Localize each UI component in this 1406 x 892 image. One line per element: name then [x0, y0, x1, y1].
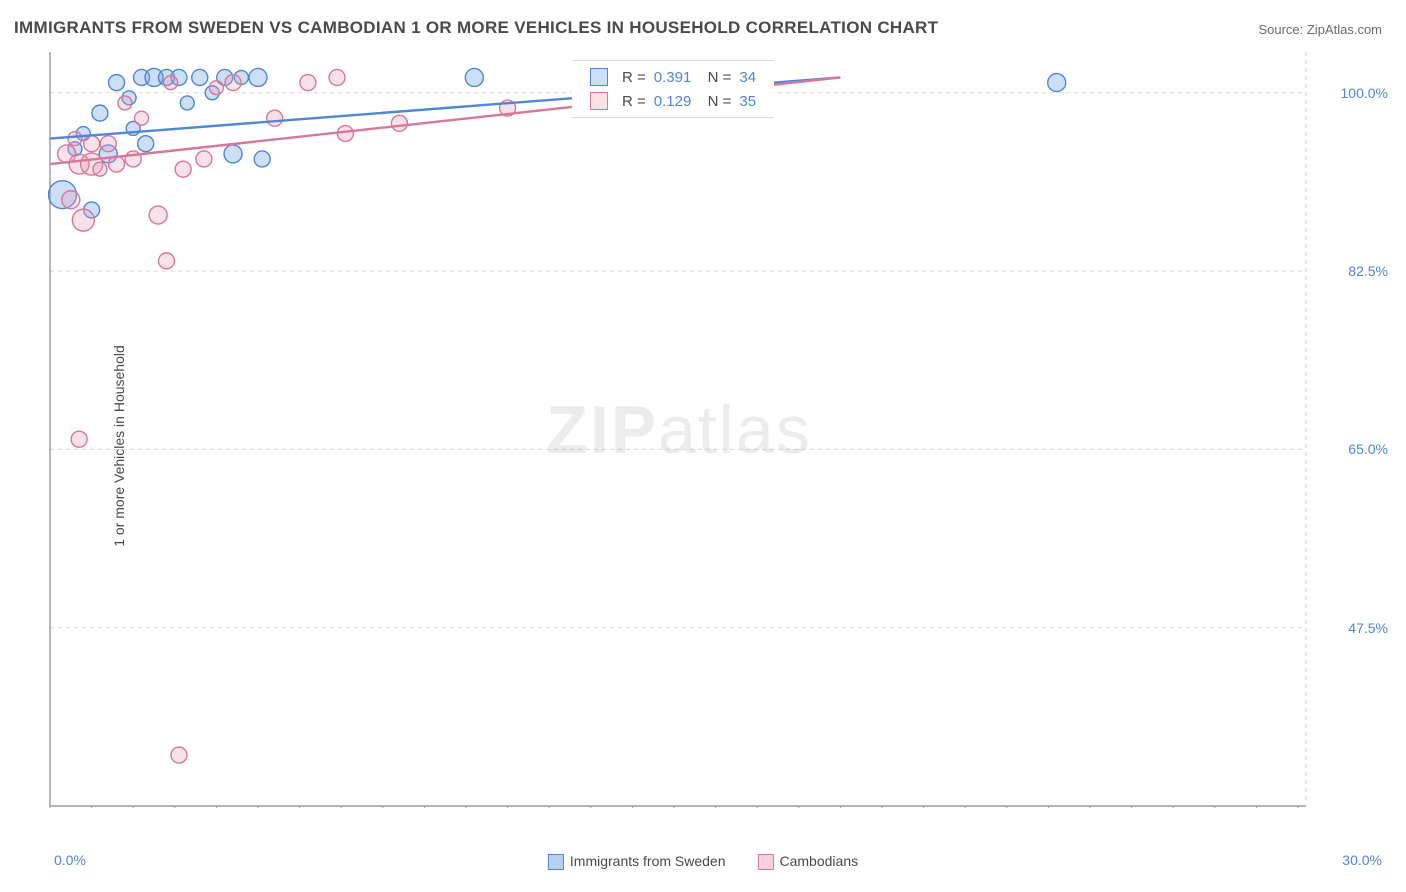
- data-point: [68, 132, 82, 146]
- data-point: [249, 68, 267, 86]
- legend-swatch: [548, 854, 564, 870]
- stats-swatch: [590, 68, 608, 86]
- data-point: [135, 111, 149, 125]
- data-point: [84, 136, 100, 152]
- legend-item: Cambodians: [758, 853, 859, 870]
- data-point: [225, 75, 241, 91]
- data-point: [109, 75, 125, 91]
- x-tick-max: 30.0%: [1342, 852, 1382, 868]
- chart-title: IMMIGRANTS FROM SWEDEN VS CAMBODIAN 1 OR…: [14, 18, 938, 38]
- legend-bottom: Immigrants from Sweden Cambodians: [548, 853, 858, 870]
- data-point: [192, 69, 208, 85]
- y-tick-label: 82.5%: [1348, 263, 1388, 279]
- y-tick-label: 65.0%: [1348, 441, 1388, 457]
- data-point: [1048, 74, 1066, 92]
- data-point: [171, 747, 187, 763]
- data-point: [465, 68, 483, 86]
- data-point: [118, 96, 132, 110]
- data-point: [93, 162, 107, 176]
- data-point: [164, 76, 178, 90]
- stats-swatch: [590, 92, 608, 110]
- data-point: [300, 75, 316, 91]
- data-point: [71, 431, 87, 447]
- data-point: [329, 69, 345, 85]
- data-point: [138, 136, 154, 152]
- data-point: [180, 96, 194, 110]
- stats-row: R = 0.391 N = 34: [572, 65, 774, 89]
- data-point: [100, 136, 116, 152]
- legend-swatch: [758, 854, 774, 870]
- data-point: [224, 145, 242, 163]
- data-point: [175, 161, 191, 177]
- x-tick-min: 0.0%: [54, 852, 86, 868]
- data-point: [209, 81, 223, 95]
- data-point: [196, 151, 212, 167]
- data-point: [92, 105, 108, 121]
- y-tick-label: 100.0%: [1341, 85, 1388, 101]
- data-point: [158, 253, 174, 269]
- plot-svg: [48, 52, 1310, 808]
- legend-item: Immigrants from Sweden: [548, 853, 726, 870]
- data-point: [267, 110, 283, 126]
- y-tick-label: 47.5%: [1348, 620, 1388, 636]
- stats-box: R = 0.391 N = 34 R = 0.129 N = 35: [572, 60, 774, 118]
- data-point: [72, 209, 94, 231]
- data-point: [391, 115, 407, 131]
- scatter-plot: ZIPatlas: [48, 52, 1310, 808]
- data-point: [254, 151, 270, 167]
- stats-row: R = 0.129 N = 35: [572, 89, 774, 113]
- data-point: [149, 206, 167, 224]
- source-label: Source: ZipAtlas.com: [1258, 22, 1382, 37]
- data-point: [62, 191, 80, 209]
